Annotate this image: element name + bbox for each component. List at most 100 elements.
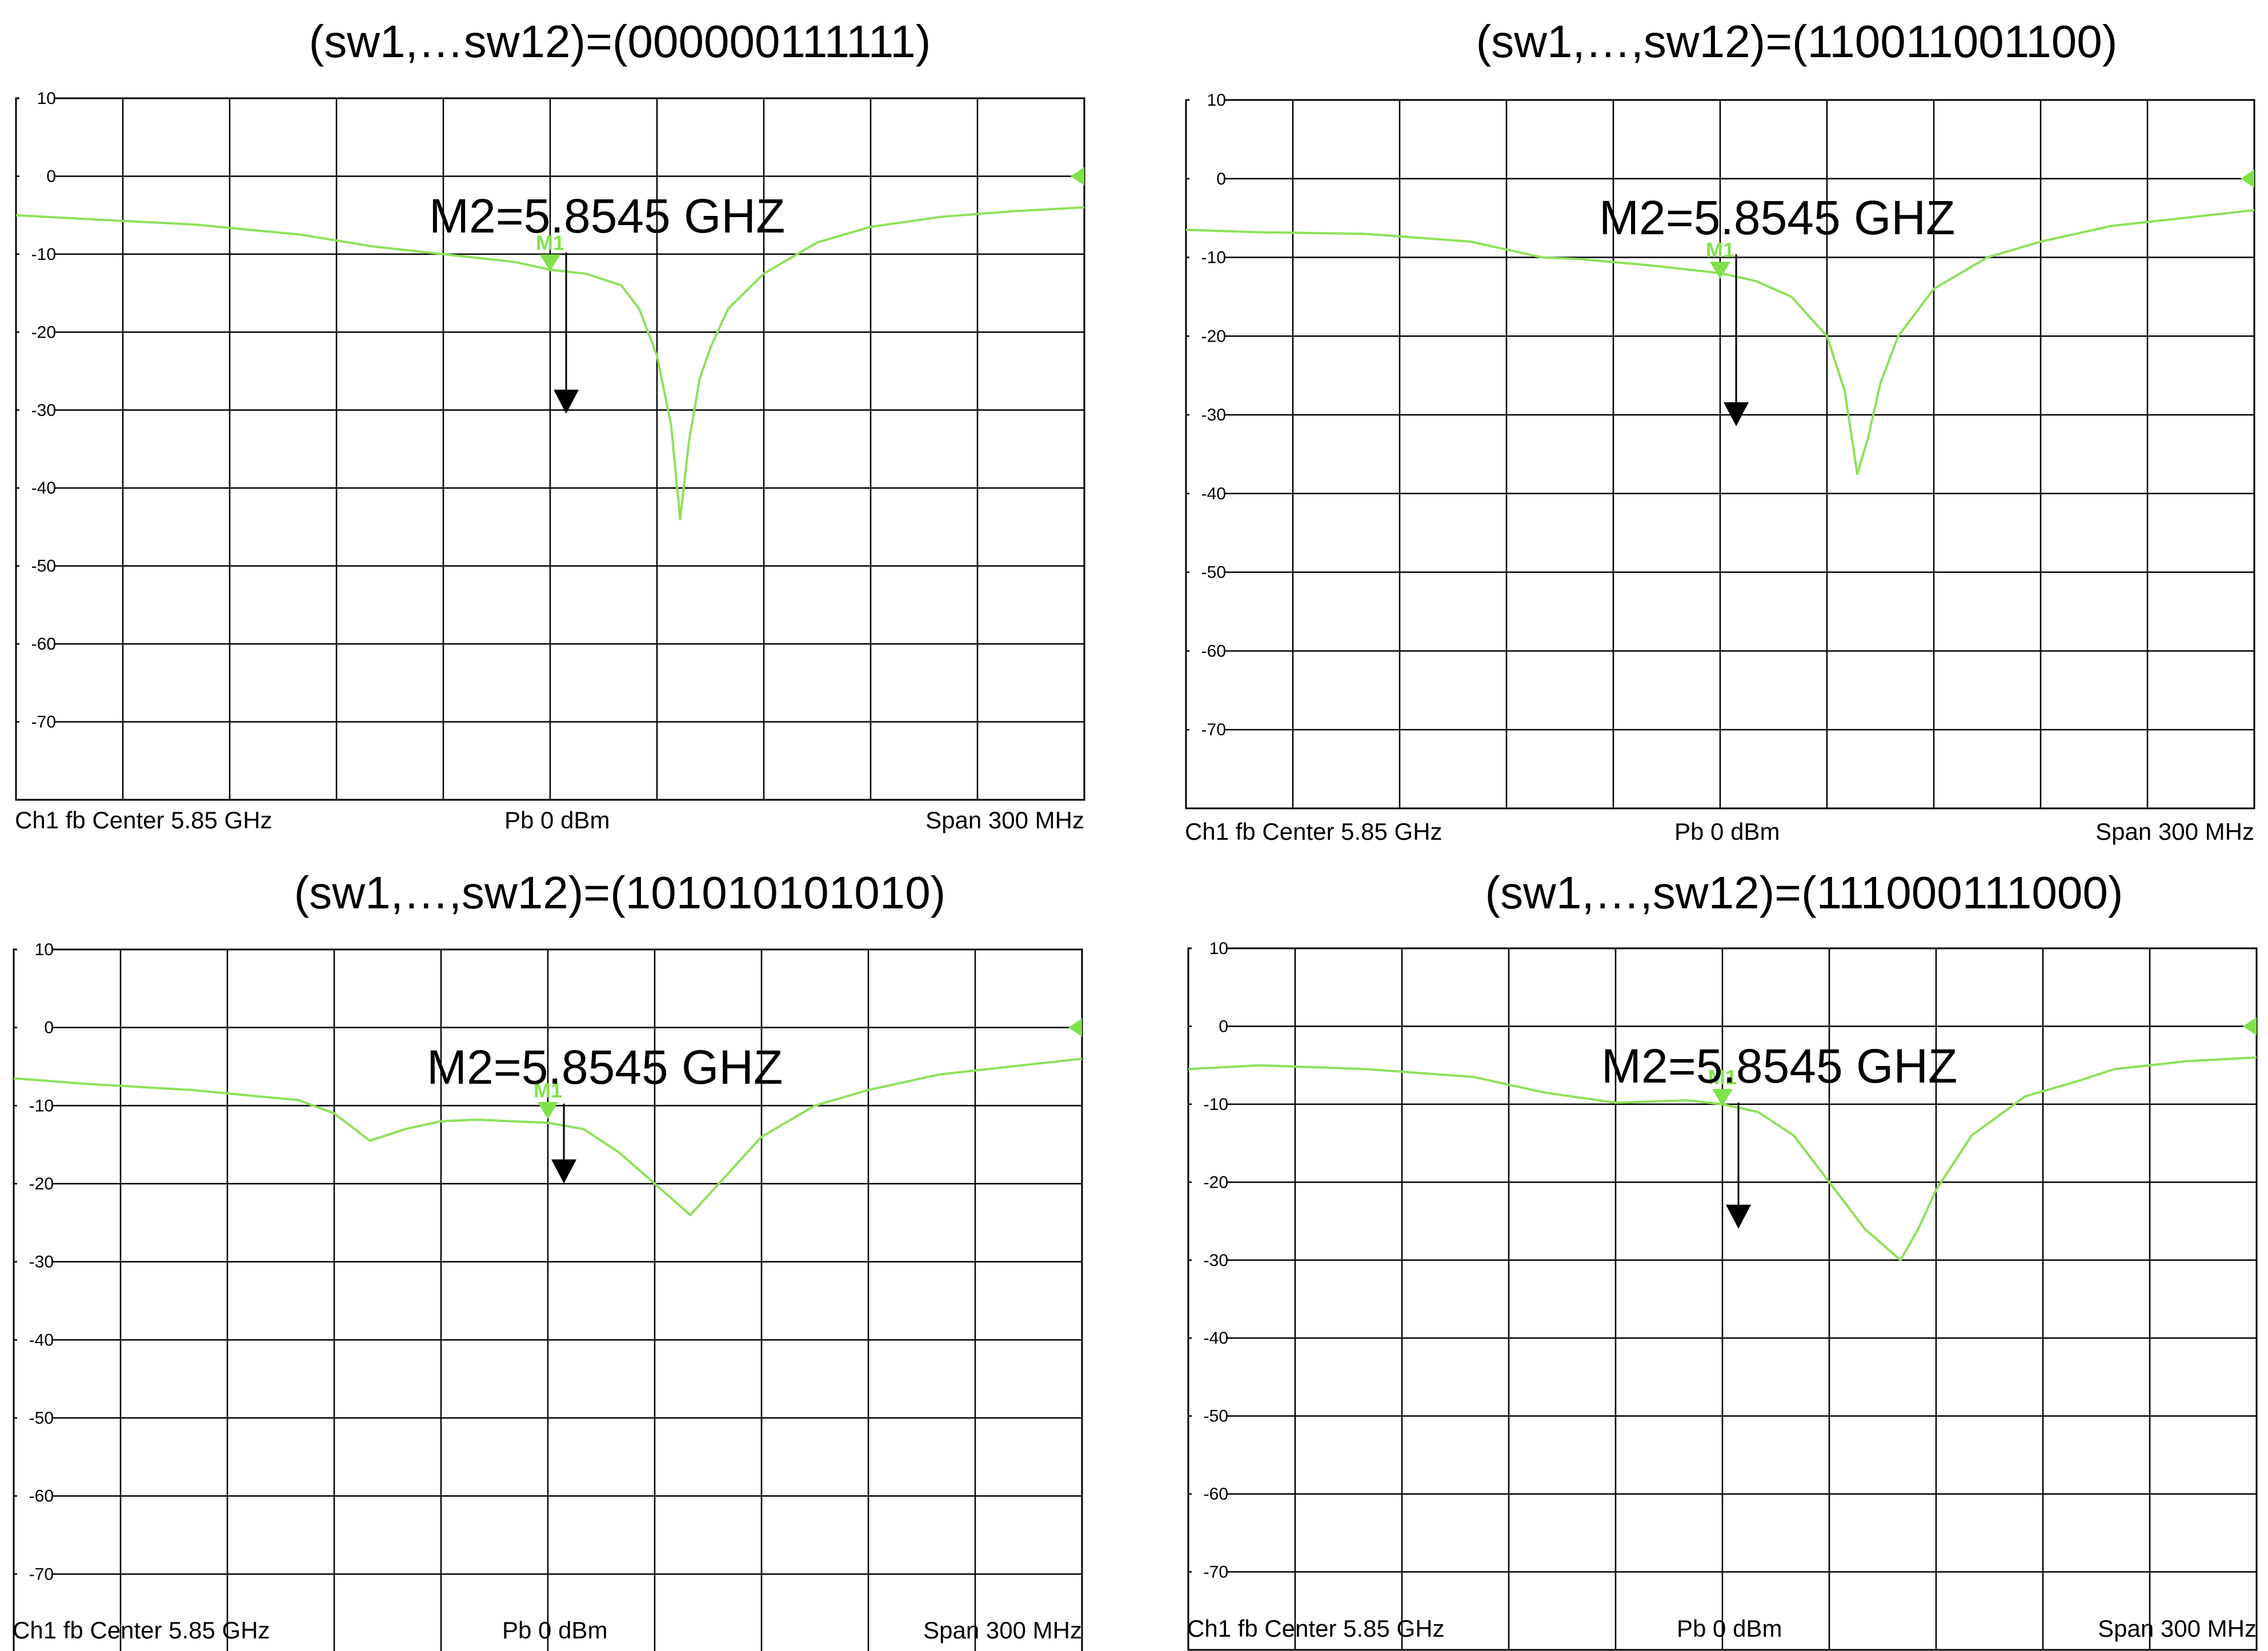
tick-label-bg	[17, 1175, 53, 1193]
status-span: Span 300 MHz	[2095, 818, 2254, 845]
tick-label-bg	[1192, 939, 1227, 957]
reference-level-marker	[1068, 1018, 1082, 1037]
chart-title: (sw1,…sw12)=(000000111111)	[309, 16, 931, 67]
tick-label-bg	[19, 635, 55, 654]
tick-label-bg	[17, 1565, 53, 1584]
marker-m2-annotation: M2=5.8545 GHZ	[429, 189, 785, 243]
tick-label-bg	[1189, 563, 1225, 582]
y-tick-label: -50	[1204, 1407, 1228, 1426]
tick-label-bg	[19, 479, 55, 498]
y-tick-label: -60	[1201, 642, 1226, 660]
reference-level-marker	[2243, 1017, 2257, 1036]
tick-label-bg	[17, 1096, 53, 1115]
marker-m1-label: M1	[1706, 238, 1734, 262]
y-tick-label: -70	[1204, 1563, 1228, 1582]
y-tick-label: -20	[31, 323, 56, 342]
y-tick-label: -70	[31, 713, 56, 732]
y-tick-label: 0	[1216, 170, 1226, 189]
chart-title: (sw1,…,sw12)=(111000111000)	[1485, 867, 2123, 918]
tick-label-bg	[17, 1409, 53, 1427]
reference-level-marker	[2241, 169, 2254, 188]
trace-line	[1188, 1056, 2257, 1261]
tick-label-bg	[19, 323, 55, 342]
tick-label-bg	[17, 1331, 53, 1349]
y-tick-label: -10	[1201, 249, 1226, 267]
status-span: Span 300 MHz	[925, 807, 1084, 833]
y-tick-label: -30	[29, 1253, 54, 1272]
y-tick-label: -30	[1204, 1251, 1228, 1270]
marker-m2-annotation: M2=5.8545 GHZ	[1599, 191, 1955, 245]
y-tick-label: -50	[31, 557, 56, 576]
y-tick-label: 10	[37, 89, 56, 108]
tick-label-bg	[19, 400, 55, 419]
y-tick-label: -70	[1201, 720, 1226, 739]
chart-svg: (sw1,…sw12)=(000000111111) 10 0 -10 -20 -30 -4…	[15, 16, 1085, 833]
tick-label-bg	[19, 167, 55, 186]
tick-label-bg	[17, 1018, 53, 1037]
y-tick-label: 0	[1219, 1017, 1228, 1036]
tick-label-bg	[1189, 169, 1225, 188]
tick-label-bg	[1189, 248, 1225, 267]
status-channel-center: Ch1 fb Center 5.85 GHz	[15, 807, 273, 833]
marker-m2	[1724, 402, 1749, 427]
marker-m2-annotation: M2=5.8545 GHZ	[427, 1040, 783, 1094]
chart-svg: (sw1,…,sw12)=(110011001100) 10 0 -10 -20 -30 -…	[1185, 16, 2255, 845]
marker-m1	[1712, 1089, 1733, 1107]
y-tick-label: 0	[44, 1019, 54, 1037]
status-channel-center: Ch1 fb Center 5.85 GHz	[13, 1617, 270, 1644]
tick-label-bg	[17, 940, 53, 959]
chart-svg: (sw1,…,sw12)=(111000111000) 10 0 -10 -20 -30 -…	[1187, 867, 2258, 1651]
status-channel-center: Ch1 fb Center 5.85 GHz	[1187, 1615, 1445, 1642]
marker-m1	[1710, 262, 1730, 279]
tick-label-bg	[1192, 1329, 1227, 1348]
y-tick-label: 10	[1207, 91, 1226, 110]
marker-m1	[540, 254, 560, 272]
y-tick-label: 10	[35, 940, 54, 959]
chart-svg: (sw1,…,sw12)=(101010101010) 10 0 -10 -20 -30 -…	[13, 867, 1083, 1651]
chart-panel-2: (sw1,…,sw12)=(110011001100) 10 0 -10 -20 -30 -…	[1171, 0, 2268, 845]
trace-line	[1185, 209, 2255, 475]
tick-label-bg	[1189, 720, 1225, 739]
status-power: Pb 0 dBm	[504, 807, 610, 833]
reference-level-marker	[1071, 167, 1084, 186]
chart-title: (sw1,…,sw12)=(101010101010)	[294, 867, 946, 918]
chart-panel-4: (sw1,…,sw12)=(111000111000) 10 0 -10 -20 -30 -…	[1171, 851, 2268, 1651]
y-tick-label: -60	[29, 1487, 54, 1506]
tick-label-bg	[1192, 1251, 1227, 1269]
status-power: Pb 0 dBm	[502, 1617, 607, 1644]
y-tick-label: -20	[1204, 1173, 1228, 1192]
tick-label-bg	[17, 1252, 53, 1271]
marker-m1-label: M1	[534, 1079, 562, 1102]
y-tick-label: 0	[46, 167, 56, 186]
tick-label-bg	[19, 245, 55, 263]
tick-label-bg	[1192, 1173, 1227, 1192]
status-power: Pb 0 dBm	[1677, 1615, 1782, 1642]
y-tick-label: -70	[29, 1565, 54, 1584]
marker-m1	[538, 1102, 558, 1119]
marker-m1-label: M1	[1708, 1065, 1737, 1089]
chart-panel-3: (sw1,…,sw12)=(101010101010) 10 0 -10 -20 -30 -…	[0, 851, 1134, 1651]
y-tick-label: -50	[1201, 563, 1226, 582]
y-tick-label: -20	[1201, 327, 1226, 346]
y-tick-label: -40	[29, 1331, 54, 1349]
chart-panel-1: (sw1,…sw12)=(000000111111) 10 0 -10 -20 -30 -4…	[0, 0, 1134, 840]
marker-m2-annotation: M2=5.8545 GHZ	[1601, 1039, 1957, 1093]
marker-m2	[1726, 1204, 1752, 1229]
tick-label-bg	[19, 712, 55, 731]
status-span: Span 300 MHz	[923, 1617, 1082, 1644]
marker-m2	[554, 390, 579, 414]
chart-title: (sw1,…,sw12)=(110011001100)	[1476, 16, 2118, 67]
trace-line	[15, 206, 1085, 520]
tick-label-bg	[1192, 1406, 1227, 1425]
y-tick-label: -10	[31, 245, 56, 264]
y-tick-label: -40	[1204, 1329, 1228, 1348]
marker-m1-label: M1	[536, 231, 564, 254]
tick-label-bg	[1189, 406, 1225, 424]
tick-label-bg	[19, 556, 55, 575]
y-tick-label: -30	[1201, 406, 1226, 424]
marker-m2	[551, 1159, 577, 1184]
trace-line	[13, 1057, 1083, 1216]
tick-label-bg	[1192, 1017, 1227, 1036]
status-span: Span 300 MHz	[2098, 1615, 2257, 1642]
tick-label-bg	[1189, 327, 1225, 346]
